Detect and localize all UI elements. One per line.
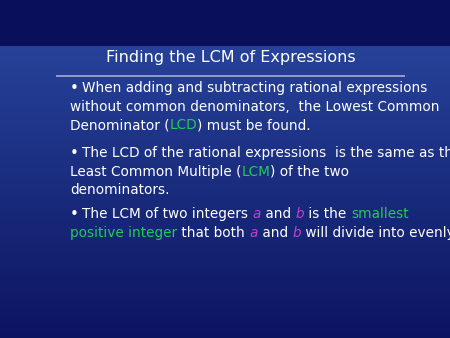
Text: positive integer: positive integer (70, 226, 177, 240)
Text: denominators.: denominators. (70, 184, 170, 197)
Text: will divide into evenly.: will divide into evenly. (301, 226, 450, 240)
Text: ) of the two: ) of the two (270, 165, 350, 179)
Text: without common denominators,  the Lowest Common: without common denominators, the Lowest … (70, 100, 440, 114)
Text: Denominator (: Denominator ( (70, 118, 170, 132)
Text: When adding and subtracting rational expressions: When adding and subtracting rational exp… (82, 81, 428, 95)
Text: b: b (296, 207, 304, 221)
Text: a: a (249, 226, 258, 240)
Text: LCD: LCD (170, 118, 197, 132)
Text: and: and (261, 207, 296, 221)
Text: a: a (253, 207, 261, 221)
Text: •: • (70, 146, 79, 161)
Text: Least Common Multiple (: Least Common Multiple ( (70, 165, 242, 179)
Text: smallest: smallest (351, 207, 409, 221)
Text: LCM: LCM (242, 165, 270, 179)
Text: Finding the LCM of Expressions: Finding the LCM of Expressions (106, 50, 356, 65)
Text: is the: is the (304, 207, 351, 221)
Text: that both: that both (177, 226, 249, 240)
Text: •: • (70, 207, 79, 222)
Text: b: b (292, 226, 301, 240)
Text: •: • (70, 81, 79, 96)
Text: The LCD of the rational expressions  is the same as the: The LCD of the rational expressions is t… (82, 146, 450, 160)
Text: The LCM of two integers: The LCM of two integers (82, 207, 253, 221)
Text: and: and (258, 226, 292, 240)
Text: ) must be found.: ) must be found. (197, 118, 311, 132)
